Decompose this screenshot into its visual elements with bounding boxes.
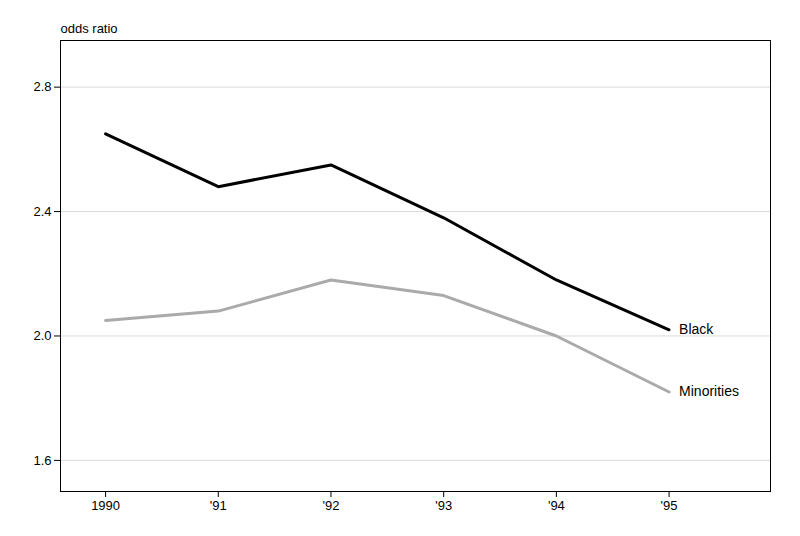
svg-text:2.0: 2.0 (33, 328, 51, 343)
svg-text:1.6: 1.6 (33, 453, 51, 468)
svg-text:'93: '93 (435, 498, 452, 513)
svg-text:'95: '95 (661, 498, 678, 513)
svg-text:2.8: 2.8 (33, 79, 51, 94)
svg-text:odds ratio: odds ratio (61, 21, 118, 36)
svg-text:'94: '94 (548, 498, 565, 513)
svg-text:1990: 1990 (91, 498, 120, 513)
svg-text:'92: '92 (322, 498, 339, 513)
svg-text:Minorities: Minorities (679, 383, 739, 399)
svg-text:Black: Black (679, 321, 714, 337)
svg-text:'91: '91 (210, 498, 227, 513)
svg-text:2.4: 2.4 (33, 204, 51, 219)
